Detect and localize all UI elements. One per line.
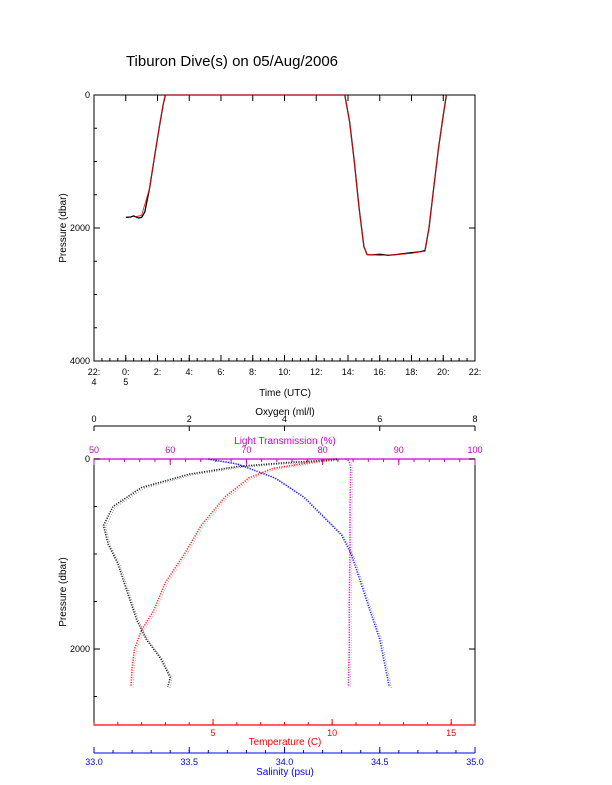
profile-plot-frame (93, 458, 476, 726)
transmission-tick-label: 90 (394, 445, 404, 455)
time-tick-label: 16: (373, 367, 386, 377)
transmission-axis-label: Light Transmission (%) (234, 436, 336, 447)
salinity-tick-label: 33.5 (180, 757, 198, 767)
salinity-tick-label: 34.0 (276, 757, 294, 767)
dive-pressure-line (125, 94, 448, 256)
time-tick-label: 12: (310, 367, 323, 377)
time-tick-label: 22: (88, 367, 101, 377)
salinity-tick-label: 33.0 (85, 757, 103, 767)
temperature-profile-line-repeat (132, 459, 335, 689)
time-tick-label: 14: (342, 367, 355, 377)
time-tick-label-line2: 4 (91, 377, 96, 387)
transmission-tick-label: 60 (165, 445, 175, 455)
time-tick-label: 8: (249, 367, 257, 377)
oxygen-tick-label: 4 (282, 414, 287, 424)
transmission-profile-line-repeat (347, 459, 354, 688)
temperature-axis-label: Temperature (C) (249, 737, 322, 748)
transmission-tick-label: 80 (318, 445, 328, 455)
salinity-axis-label: Salinity (psu) (256, 767, 314, 778)
time-plot-frame (93, 94, 476, 362)
pressure-time-panel: 22:40:52: 4: 6: 8: 10: 12: 14: 16: 18: 20: 22: 020… (58, 90, 481, 399)
oxygen-profile-line-repeat (105, 459, 339, 689)
oxygen-tick-label: 8 (472, 414, 477, 424)
time-tick-label: 6: (217, 367, 225, 377)
pressure-tick-label: 0 (85, 90, 90, 100)
transmission-tick-label: 50 (89, 445, 99, 455)
pressure-axis-label-top: Pressure (dbar) (58, 193, 69, 262)
dive-pressure-line (135, 94, 447, 256)
pressure-axis-ticks: 0 2000 4000 (70, 90, 475, 366)
time-tick-label: 4: (185, 367, 193, 377)
time-series-lines (125, 94, 448, 256)
profile-panel: 0 2000 0 2 4 6 8 50 60 70 80 90 100 5 10 15 33.0 33.5 34.0… (58, 407, 484, 778)
temperature-tick-label: 5 (211, 728, 216, 738)
profile-axes-ticks: 0 2000 0 2 4 6 8 50 60 70 80 90 100 5 10 15 33.0 33.5 34.0… (70, 414, 484, 767)
time-tick-label: 0: (122, 367, 130, 377)
time-tick-label: 2: (154, 367, 162, 377)
temperature-profile-line (130, 458, 333, 688)
time-axis-label: Time (UTC) (259, 388, 311, 399)
oxygen-tick-label: 2 (187, 414, 192, 424)
time-axis-ticks: 22:40:52: 4: 6: 8: 10: 12: 14: 16: 18: 20: 22: (88, 95, 482, 387)
transmission-tick-label: 70 (241, 445, 251, 455)
oxygen-profile-line (102, 458, 338, 688)
profile-pressure-tick-label: 2000 (70, 644, 90, 654)
oxygen-tick-label: 0 (91, 414, 96, 424)
salinity-profile-line-repeat (210, 459, 392, 689)
temperature-tick-label: 15 (446, 728, 456, 738)
time-tick-label-line2: 5 (123, 377, 128, 387)
pressure-tick-label: 2000 (70, 223, 90, 233)
transmission-tick-label: 100 (467, 445, 482, 455)
profile-pressure-tick-label: 0 (85, 454, 90, 464)
profile-series-lines (102, 458, 392, 689)
time-tick-label: 22: (469, 367, 482, 377)
time-tick-label: 18: (405, 367, 418, 377)
transmission-profile-line (345, 458, 352, 687)
figure-title: Tiburon Dive(s) on 05/Aug/2006 (126, 53, 338, 70)
pressure-tick-label: 4000 (70, 356, 90, 366)
oxygen-axis-label: Oxygen (ml/l) (255, 407, 314, 418)
salinity-profile-line (208, 458, 391, 688)
time-tick-label: 10: (278, 367, 291, 377)
salinity-tick-label: 35.0 (466, 757, 484, 767)
time-tick-label: 20: (437, 367, 450, 377)
pressure-axis-label-bottom: Pressure (dbar) (58, 557, 69, 626)
temperature-tick-label: 10 (327, 728, 337, 738)
oxygen-tick-label: 6 (377, 414, 382, 424)
salinity-tick-label: 34.5 (371, 757, 389, 767)
